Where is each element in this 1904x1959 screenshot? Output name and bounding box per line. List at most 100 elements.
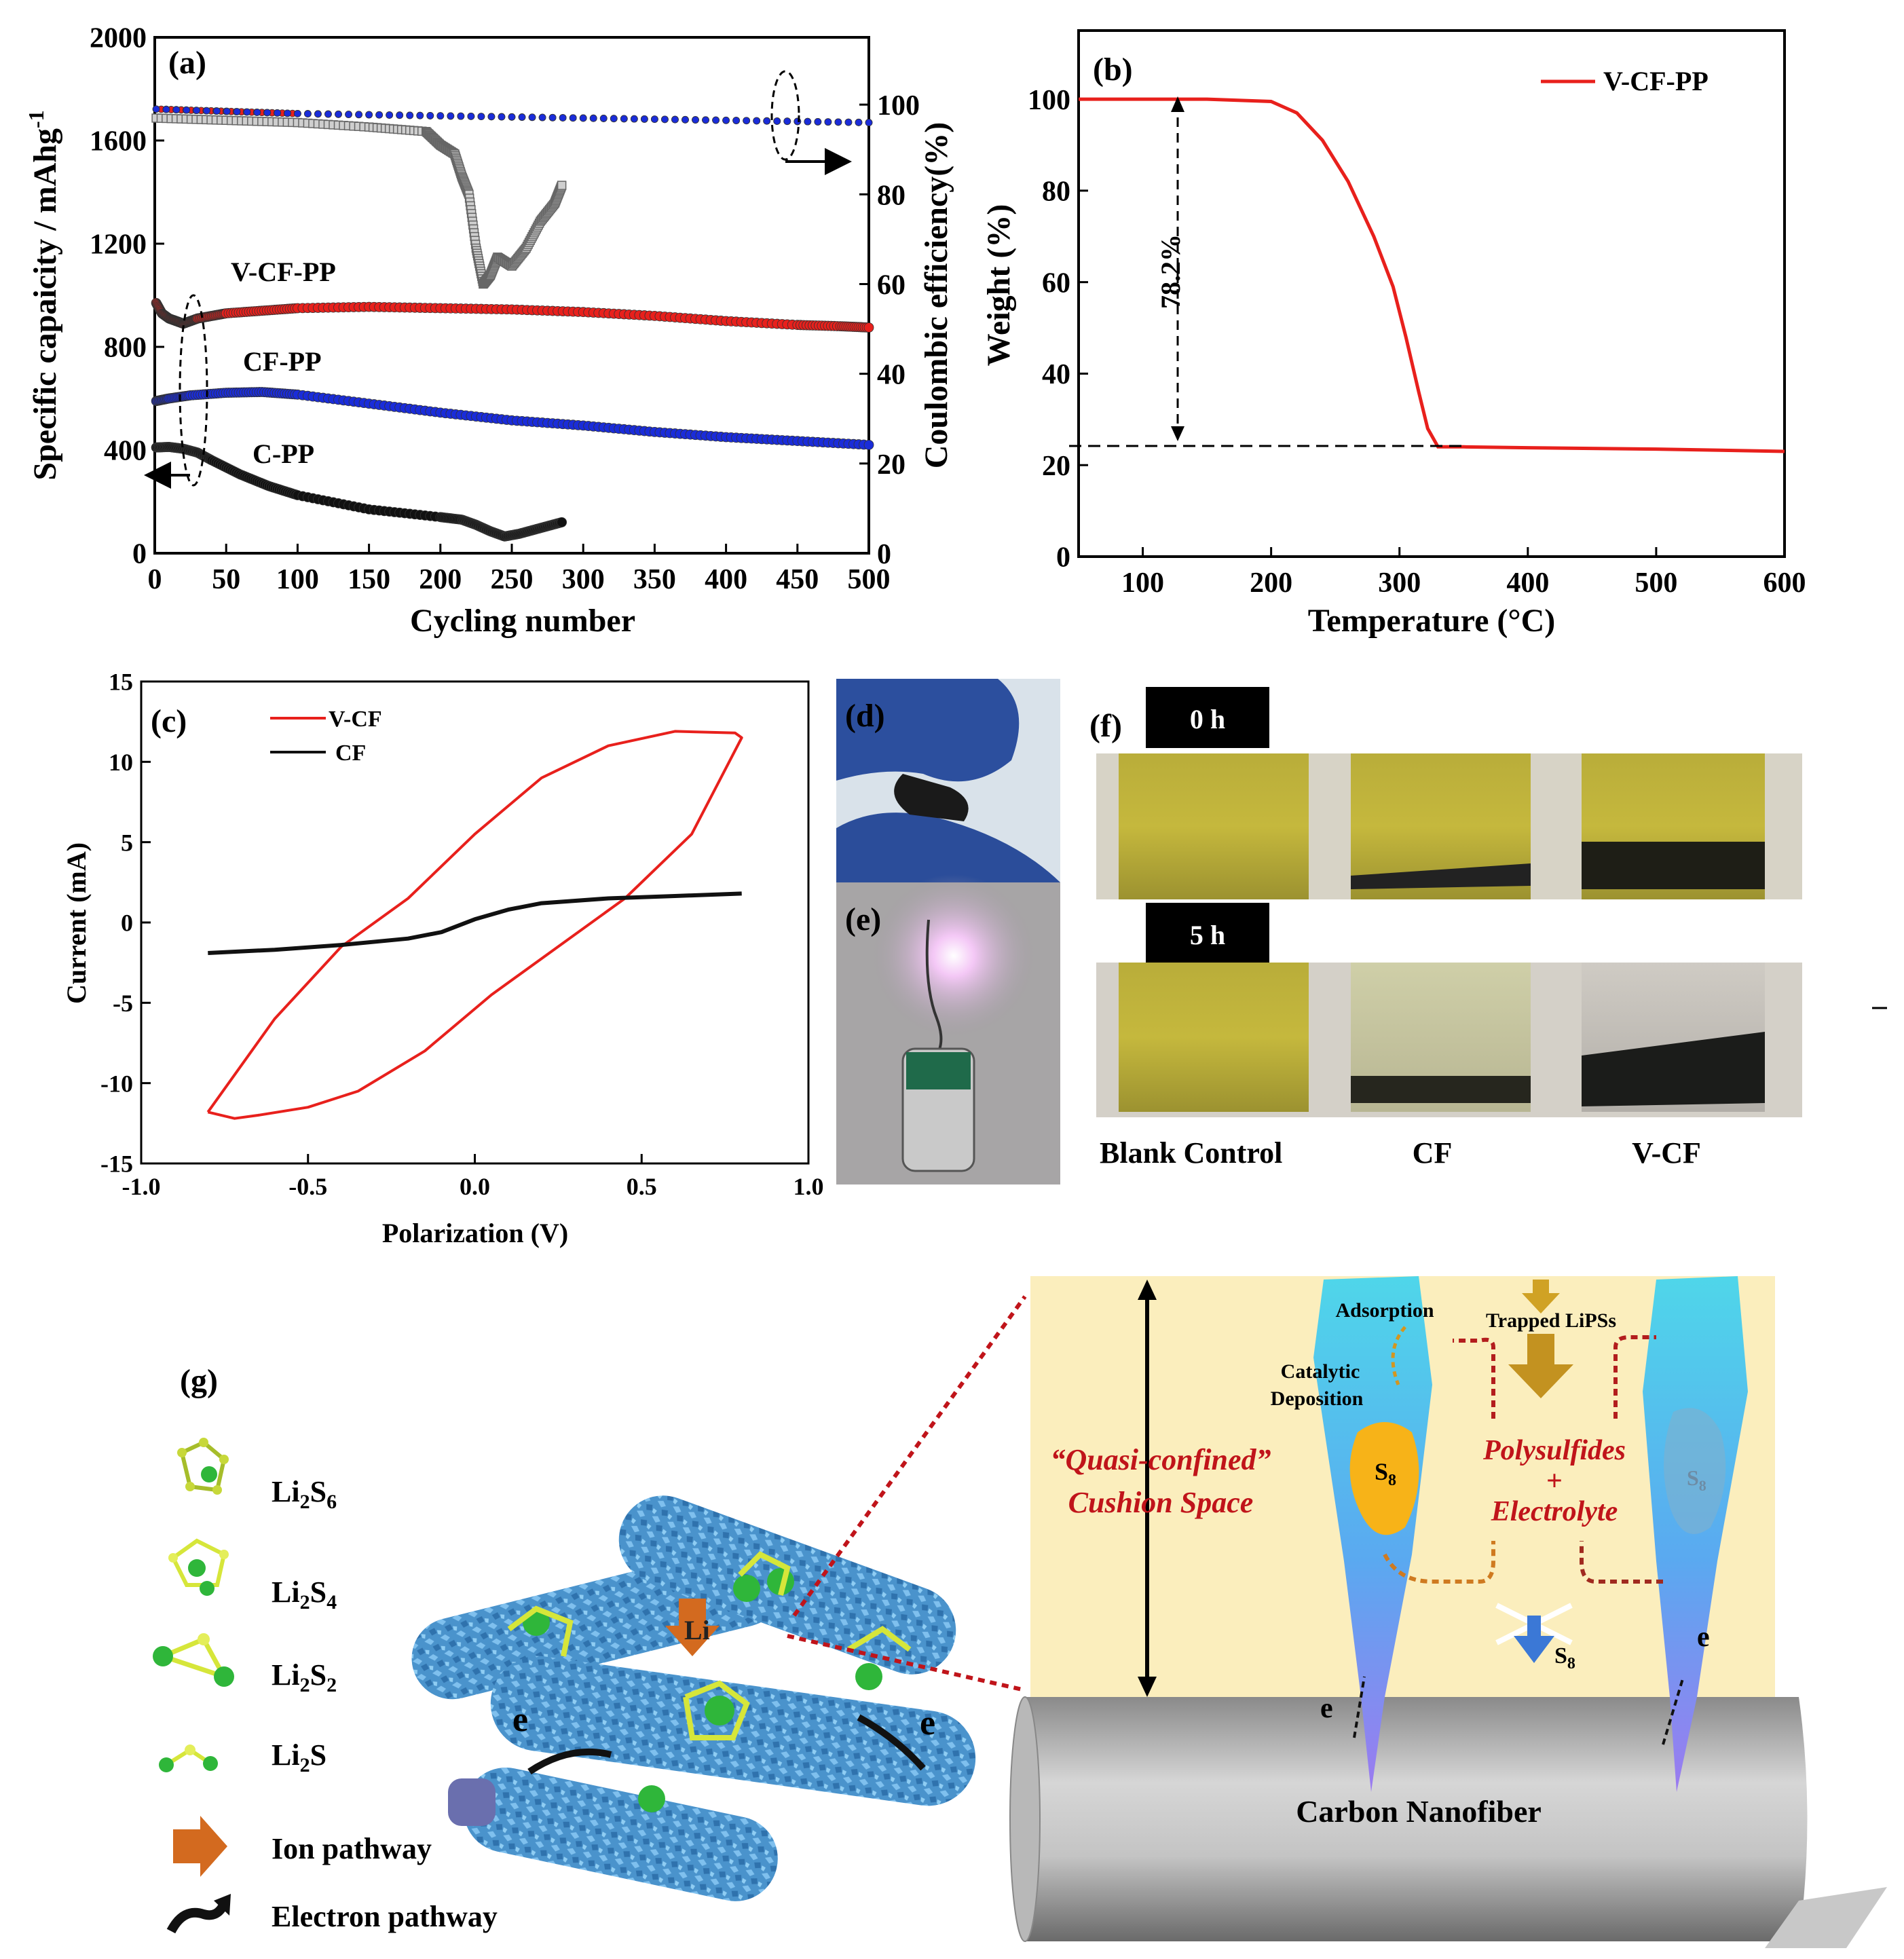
data-point xyxy=(651,115,658,124)
panel-b-x-title: Temperature (°C) xyxy=(1308,603,1555,639)
x-tick-label: 0.5 xyxy=(627,1173,657,1200)
data-point xyxy=(375,111,384,119)
data-point xyxy=(773,117,781,125)
trapped-down-arrow-icon xyxy=(1508,1334,1573,1398)
series-v-cf-pp xyxy=(151,297,874,333)
li2s2-mid: S xyxy=(310,1658,326,1692)
circuit-board xyxy=(906,1052,971,1089)
data-point xyxy=(426,112,434,119)
y-tick-label: 1200 xyxy=(90,229,147,261)
x-tick-label: 600 xyxy=(1763,567,1806,599)
panel-a-cycling-chart: 0 50 100 150 200 250 300 350 400 450 5000400800120… xyxy=(24,23,954,639)
molecule-bonds xyxy=(846,1626,912,1652)
data-point xyxy=(569,114,577,122)
data-point xyxy=(487,113,496,121)
vial-5h-vcf-sediment xyxy=(1582,1032,1765,1106)
data-point xyxy=(528,113,536,122)
y-tick-label: 100 xyxy=(1028,85,1070,116)
carbon-nanofiber-cylinder xyxy=(1016,1697,1808,1941)
li2s-mid: S xyxy=(310,1738,326,1772)
data-point xyxy=(457,112,465,120)
glove-upper xyxy=(836,679,1020,782)
data-point xyxy=(467,112,475,120)
panel-b-y-title: Weight (%) xyxy=(981,204,1017,367)
plus-label: + xyxy=(1546,1466,1563,1497)
panel-b-arrow-head-top xyxy=(1171,96,1184,112)
y-tick-label: -5 xyxy=(113,990,133,1017)
panel-c-x-title: Polarization (V) xyxy=(382,1218,568,1248)
x-tick-label: 500 xyxy=(848,564,891,595)
x-tick-label: 100 xyxy=(276,564,319,595)
panel-f-label: (f) xyxy=(1089,708,1122,744)
cushion-label-line2: Cushion Space xyxy=(1068,1486,1254,1519)
x-tick-label: 0.0 xyxy=(460,1173,490,1200)
s8-deposit-right xyxy=(1664,1408,1726,1534)
panel-d-photo: (d) xyxy=(836,679,1060,882)
molecule-bonds xyxy=(683,1680,750,1740)
li2s6-sub1: 2 xyxy=(300,1491,310,1513)
electron-path-zoom-left xyxy=(1353,1676,1366,1738)
carbon-nanofiber-label: Carbon Nanofiber xyxy=(1296,1794,1542,1829)
vial-0h-blank xyxy=(1119,753,1309,899)
s8-label-right: S8 xyxy=(1687,1466,1706,1494)
series-cf-pp-ce xyxy=(152,105,873,126)
y2-tick-label: 100 xyxy=(877,90,920,122)
electron-label-zoom-left: e xyxy=(1320,1693,1333,1724)
data-point xyxy=(212,107,221,115)
panel-e-label: (e) xyxy=(845,901,881,937)
legend-li2s4: Li2S4 xyxy=(272,1575,337,1613)
electron-pathway-arrow-icon xyxy=(166,1901,229,1934)
series-cf-pp xyxy=(151,387,874,450)
data-point xyxy=(610,115,618,123)
legend-li2s: Li2S xyxy=(272,1738,326,1776)
molecule-atom xyxy=(705,1696,734,1725)
data-point xyxy=(396,111,404,119)
cushion-space-zoom: Carbon Nanofiber “Quasi-confined” Cushio… xyxy=(1009,1276,1887,1948)
data-point xyxy=(406,111,414,119)
panel-c-y-title: Current (mA) xyxy=(61,842,92,1004)
y-tick-label: 2000 xyxy=(90,23,147,54)
vial-5h-blank xyxy=(1119,963,1309,1112)
data-point xyxy=(863,322,874,333)
series-line-v-cf xyxy=(206,730,743,1120)
led-glow xyxy=(872,874,1035,1037)
data-point xyxy=(548,113,557,122)
electron-arrow-left xyxy=(527,1748,612,1775)
data-point xyxy=(814,117,822,126)
data-point xyxy=(477,113,485,120)
li2s4-mid: S xyxy=(310,1575,326,1609)
adsorption-label: Adsorption xyxy=(1335,1299,1434,1322)
vial-5h-cf-sediment xyxy=(1351,1076,1531,1103)
series-label-cpp: C-PP xyxy=(253,439,314,469)
fiber-bottom xyxy=(464,1767,778,1901)
data-point xyxy=(671,115,679,124)
series-c-pp xyxy=(151,442,567,542)
li-ion-label: Li xyxy=(684,1615,710,1645)
time-badge-0h xyxy=(1146,687,1269,748)
data-point xyxy=(589,114,597,122)
x-tick-label: 250 xyxy=(491,564,534,595)
molecule-atom xyxy=(638,1785,665,1812)
series-c-pp-ce xyxy=(151,113,567,289)
data-point xyxy=(712,116,720,124)
blocked-s8-sub: 8 xyxy=(1567,1655,1575,1673)
data-point xyxy=(865,119,873,126)
data-point xyxy=(233,108,241,115)
s8-right-main: S xyxy=(1687,1466,1699,1490)
s8-label-left: S8 xyxy=(1375,1458,1396,1489)
panel-d-label: (d) xyxy=(845,698,885,734)
x-tick-label: 300 xyxy=(1378,567,1421,599)
cushion-label-line1: “Quasi-confined” xyxy=(1050,1443,1271,1476)
data-point xyxy=(172,106,181,114)
data-point xyxy=(335,110,342,118)
x-tick-label: 350 xyxy=(633,564,676,595)
zoom-line-top xyxy=(792,1295,1027,1617)
vial-0h-vcf-sediment xyxy=(1582,842,1765,889)
data-point xyxy=(345,111,352,118)
folded-fiber-membrane xyxy=(894,774,969,821)
y-tick-label: 15 xyxy=(109,669,133,696)
blocked-s8-label: S8 xyxy=(1554,1643,1575,1673)
data-point xyxy=(447,112,455,120)
data-point xyxy=(579,114,587,122)
data-point xyxy=(783,117,791,126)
